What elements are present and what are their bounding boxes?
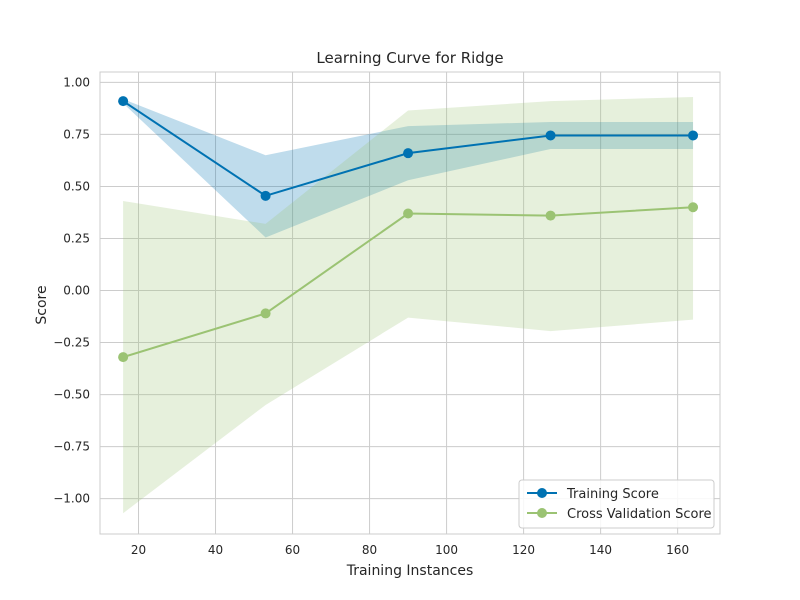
legend: Training Score Cross Validation Score	[518, 479, 715, 529]
x-tick-label: 80	[362, 543, 377, 557]
legend-label: Cross Validation Score	[567, 507, 712, 522]
x-tick-label: 20	[131, 543, 146, 557]
data-point-training	[118, 96, 129, 107]
data-point-cross-validation	[545, 210, 556, 221]
y-tick-labels: 1.00 0.75 0.50 0.25 0.00 −0.25 −0.50 −0.75 −1.00	[53, 75, 90, 505]
x-tick-label: 120	[512, 543, 535, 557]
series-points	[118, 96, 699, 363]
x-tick-label: 40	[208, 543, 223, 557]
data-point-training	[688, 130, 699, 141]
x-axis-label: Training Instances	[346, 563, 474, 579]
data-point-cross-validation	[260, 308, 271, 319]
y-tick-label: −1.00	[53, 492, 90, 506]
x-tick-label: 100	[435, 543, 458, 557]
legend-swatch-marker	[537, 488, 547, 498]
legend-label: Training Score	[566, 487, 659, 502]
grid	[100, 72, 720, 534]
x-tick-label: 60	[285, 543, 300, 557]
legend-swatch-marker	[537, 508, 547, 518]
x-tick-label: 160	[666, 543, 689, 557]
x-tick-labels: 20 40 60 80 100 120 140 160	[131, 543, 689, 557]
data-point-training	[260, 190, 271, 201]
data-point-cross-validation	[688, 202, 699, 213]
y-tick-label: 0.25	[63, 231, 90, 245]
y-tick-label: −0.50	[53, 388, 90, 402]
y-tick-label: −0.25	[53, 336, 90, 350]
data-point-training	[545, 130, 556, 141]
y-tick-label: −0.75	[53, 440, 90, 454]
y-tick-label: 1.00	[63, 75, 90, 89]
x-tick-label: 140	[589, 543, 612, 557]
y-axis-label: Score	[34, 285, 50, 324]
data-point-cross-validation	[118, 352, 129, 363]
data-point-training	[403, 148, 414, 159]
y-tick-label: 0.00	[63, 284, 90, 298]
data-point-cross-validation	[403, 208, 414, 219]
plot-frame	[99, 71, 721, 535]
y-tick-label: 0.50	[63, 179, 90, 193]
y-tick-label: 0.75	[63, 127, 90, 141]
confidence-band-cross-validation	[123, 96, 694, 514]
legend-box	[518, 479, 715, 529]
chart-title: Learning Curve for Ridge	[316, 49, 503, 67]
